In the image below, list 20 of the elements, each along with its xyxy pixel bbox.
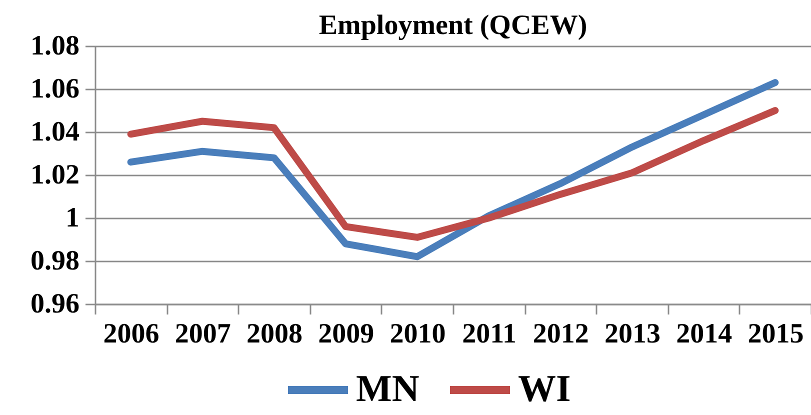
y-tick-label: 1 [66, 202, 80, 234]
y-tick-label: 1.06 [30, 74, 80, 104]
x-tick-label: 2012 [532, 318, 589, 350]
x-tick-label: 2009 [318, 318, 374, 350]
x-tick-label: 2014 [676, 318, 732, 350]
y-tick-label: 1.04 [30, 116, 80, 148]
x-tick-label: 2006 [103, 318, 160, 350]
x-tick-label: 2008 [246, 318, 302, 350]
y-tick-label: 0.96 [30, 288, 80, 320]
y-tick-label: 1.08 [30, 30, 80, 62]
y-tick-label: 1.02 [30, 160, 80, 190]
x-tick-label: 2011 [462, 318, 517, 350]
legend-label: WI [518, 368, 571, 410]
x-tick-label: 2013 [604, 318, 660, 350]
y-tick-label: 0.98 [30, 246, 80, 276]
chart-title: Employment (QCEW) [318, 10, 588, 41]
x-tick-label: 2015 [748, 318, 804, 350]
x-tick-label: 2010 [390, 318, 446, 350]
legend-label: MN [356, 368, 420, 410]
x-tick-label: 2007 [174, 318, 231, 350]
